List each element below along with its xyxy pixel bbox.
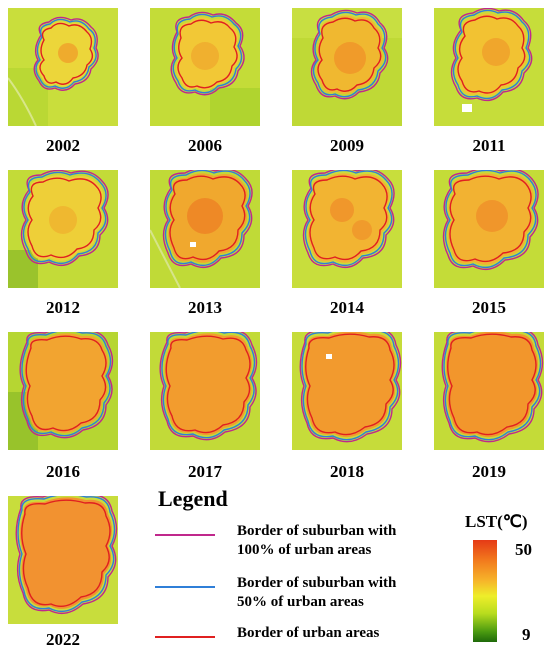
legend-item-urban: Border of urban areas [155, 624, 455, 668]
colorbar-min-label: 9 [522, 625, 531, 644]
map-2012 [8, 170, 118, 288]
map-year-label: 2018 [330, 462, 364, 481]
legend-label: Border of suburban with 100% of urban ar… [237, 523, 397, 558]
legend-item-suburban-100: Border of suburban with 100% of urban ar… [155, 522, 455, 566]
map-image [434, 8, 544, 126]
map-year-label: 2013 [188, 298, 222, 317]
map-image [8, 332, 118, 450]
legend-title: Legend [158, 486, 228, 511]
legend-line-magenta [155, 534, 215, 536]
map-image [8, 170, 118, 288]
legend-line-blue [155, 586, 215, 588]
map-year-label: 2015 [472, 298, 506, 317]
map-2006 [150, 8, 260, 126]
legend-label: Border of suburban with 50% of urban are… [237, 575, 397, 610]
map-2011 [434, 8, 544, 126]
map-year-label: 2009 [330, 136, 364, 155]
map-2002 [8, 8, 118, 126]
map-2017 [150, 332, 260, 450]
map-year-label: 2011 [472, 136, 506, 155]
map-year-label: 2019 [472, 462, 506, 481]
map-2019 [434, 332, 544, 450]
map-2009 [292, 8, 402, 126]
colorbar-gradient [473, 540, 497, 642]
map-2014 [292, 170, 402, 288]
legend-line-red [155, 636, 215, 638]
map-2018 [292, 332, 402, 450]
map-year-label: 2017 [188, 462, 222, 481]
map-year-label: 2022 [46, 630, 80, 649]
legend-label: Border of urban areas [237, 625, 380, 641]
map-2022 [8, 496, 118, 624]
map-image [292, 332, 402, 450]
legend-item-suburban-50: Border of suburban with 50% of urban are… [155, 574, 455, 618]
map-image [150, 8, 260, 126]
map-year-label: 2014 [330, 298, 364, 317]
map-image [150, 332, 260, 450]
map-image [150, 170, 260, 288]
map-2015 [434, 170, 544, 288]
map-image [434, 332, 544, 450]
map-year-label: 2006 [188, 136, 222, 155]
map-image [292, 8, 402, 126]
map-2016 [8, 332, 118, 450]
map-image [292, 170, 402, 288]
map-year-label: 2016 [46, 462, 80, 481]
map-year-label: 2012 [46, 298, 80, 317]
map-2013 [150, 170, 260, 288]
colorbar-title: LST(℃) [465, 512, 528, 531]
colorbar-max-label: 50 [515, 540, 532, 559]
map-image [434, 170, 544, 288]
map-image [8, 496, 118, 624]
map-image [8, 8, 118, 126]
map-year-label: 2002 [46, 136, 80, 155]
